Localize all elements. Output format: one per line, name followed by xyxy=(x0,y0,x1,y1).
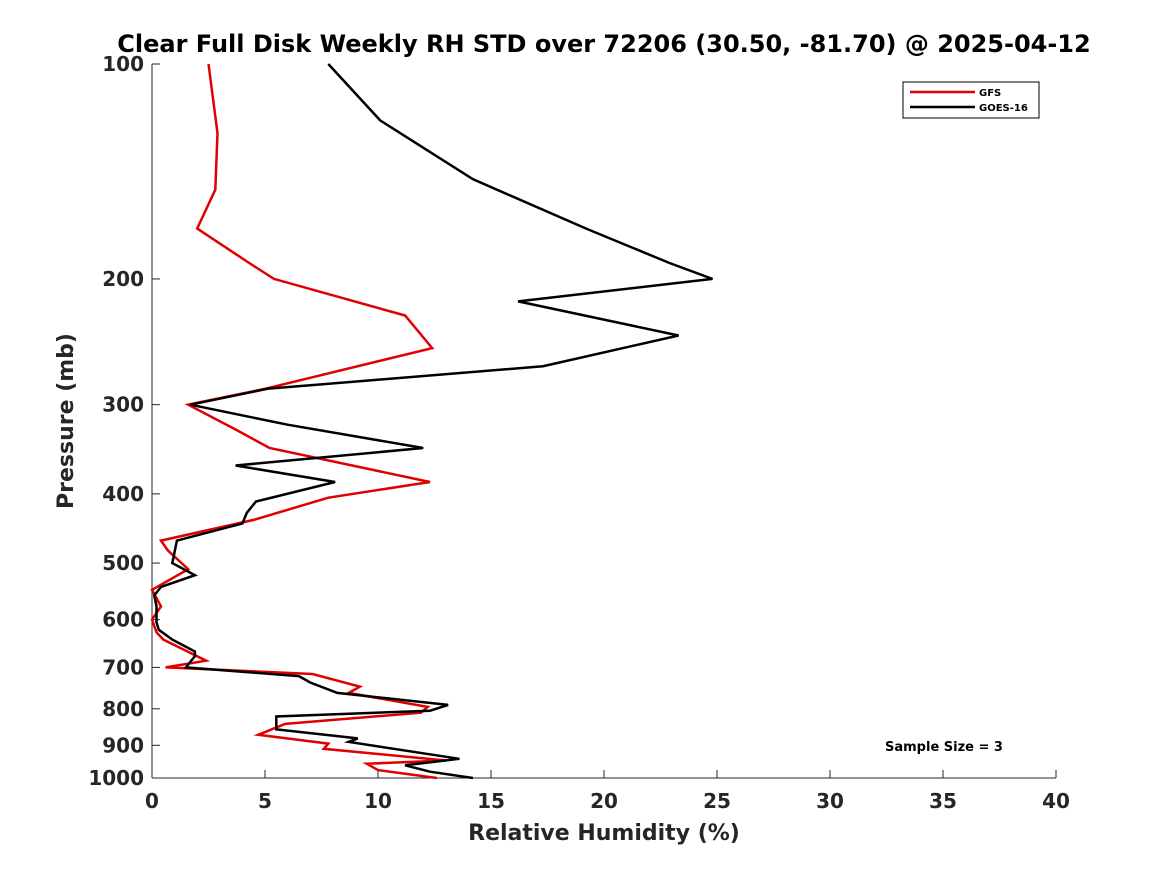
legend-box xyxy=(902,81,1040,119)
x-tick-label: 15 xyxy=(477,789,505,813)
y-tick-label: 800 xyxy=(102,697,144,721)
plot-area xyxy=(152,64,1056,778)
x-tick-label: 0 xyxy=(145,789,159,813)
x-tick-label: 10 xyxy=(364,789,392,813)
x-tick-label: 30 xyxy=(816,789,844,813)
x-tick-label: 25 xyxy=(703,789,731,813)
series-line-gfs xyxy=(150,63,446,780)
series-line-goes-16 xyxy=(152,63,713,780)
legend-label-goes-16: GOES-16 xyxy=(979,103,1028,114)
series-layer xyxy=(150,63,713,780)
x-axis-ticks: 0 5 10 15 20 25 30 35 40 xyxy=(145,770,1070,813)
y-tick-label: 900 xyxy=(102,733,144,757)
y-tick-label: 400 xyxy=(102,482,144,506)
y-tick-label: 700 xyxy=(102,655,144,679)
y-axis-title: Pressure (mb) xyxy=(54,333,79,509)
x-axis-title: Relative Humidity (%) xyxy=(468,821,740,846)
x-tick-label: 40 xyxy=(1042,789,1070,813)
y-tick-label: 1000 xyxy=(88,766,144,790)
y-tick-label: 300 xyxy=(102,393,144,417)
y-tick-label: 600 xyxy=(102,608,144,632)
y-axis-ticks: 100 200 300 400 500 600 700 800 900 1000 xyxy=(88,52,160,790)
sample-size-annotation: Sample Size = 3 xyxy=(885,740,1003,755)
y-tick-label: 100 xyxy=(102,52,144,76)
x-tick-label: 20 xyxy=(590,789,618,813)
y-tick-label: 200 xyxy=(102,267,144,291)
y-tick-label: 500 xyxy=(102,551,144,575)
x-tick-label: 35 xyxy=(929,789,957,813)
chart-title: Clear Full Disk Weekly RH STD over 72206… xyxy=(117,30,1090,58)
x-tick-label: 5 xyxy=(258,789,272,813)
legend: GFS GOES-16 xyxy=(902,81,1040,119)
legend-label-gfs: GFS xyxy=(979,88,1001,99)
